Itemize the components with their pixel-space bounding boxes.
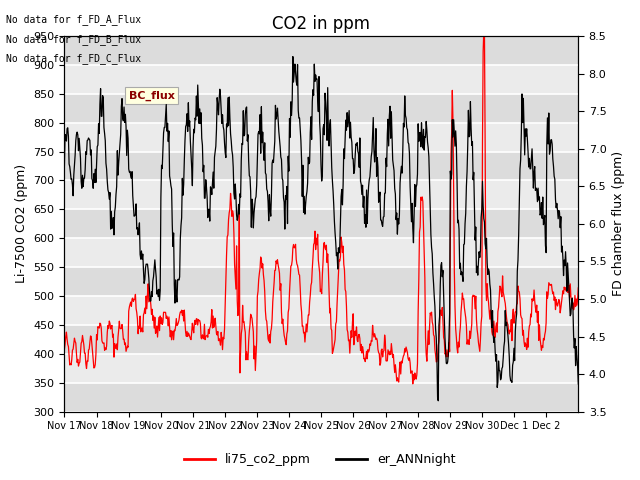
Bar <box>65 354 579 383</box>
Text: BC_flux: BC_flux <box>129 90 175 101</box>
Y-axis label: Li-7500 CO2 (ppm): Li-7500 CO2 (ppm) <box>15 164 28 283</box>
Bar <box>65 238 579 267</box>
Bar <box>65 296 579 325</box>
Text: No data for f_FD_A_Flux: No data for f_FD_A_Flux <box>6 14 141 25</box>
Bar <box>65 209 579 238</box>
Bar <box>65 36 579 65</box>
Text: No data for f_FD_B_Flux: No data for f_FD_B_Flux <box>6 34 141 45</box>
Bar <box>65 383 579 412</box>
Bar <box>65 152 579 180</box>
Bar <box>65 123 579 152</box>
Bar <box>65 180 579 209</box>
Y-axis label: FD chamber flux (ppm): FD chamber flux (ppm) <box>612 151 625 296</box>
Title: CO2 in ppm: CO2 in ppm <box>273 15 371 33</box>
Bar <box>65 267 579 296</box>
Bar <box>65 94 579 123</box>
Text: No data for f_FD_C_Flux: No data for f_FD_C_Flux <box>6 53 141 64</box>
Bar <box>65 65 579 94</box>
Legend: li75_co2_ppm, er_ANNnight: li75_co2_ppm, er_ANNnight <box>179 448 461 471</box>
Bar <box>65 325 579 354</box>
